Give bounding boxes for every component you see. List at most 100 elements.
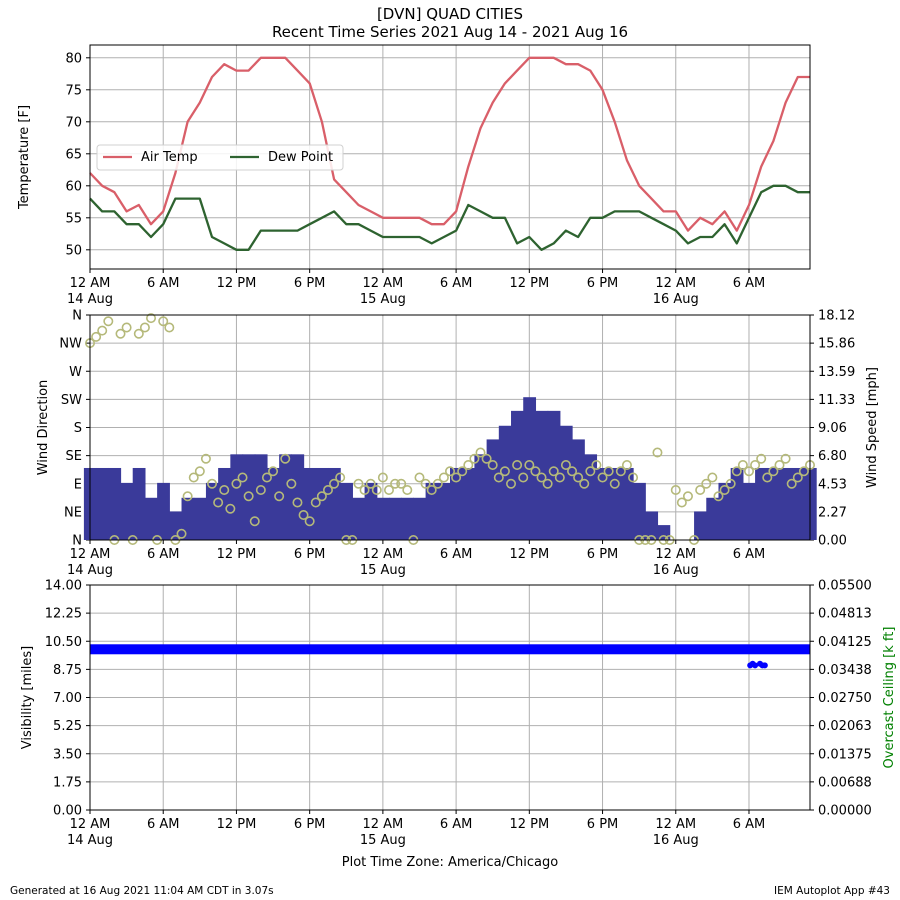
temp-x-date-label: 16 Aug — [653, 292, 699, 307]
wind-direction-point — [701, 478, 712, 489]
wind-direction-point — [444, 466, 455, 477]
ceiling-tick-label: 0.00000 — [818, 804, 872, 819]
temp-frame — [89, 44, 811, 270]
wind-direction-point — [743, 466, 754, 477]
wind-speed-tick-label: 4.53 — [818, 477, 847, 492]
vis-x-date-label: 15 Aug — [360, 833, 406, 848]
wind-direction-point — [750, 459, 761, 470]
wind-direction-point — [292, 497, 303, 508]
wind-direction-point — [322, 484, 333, 495]
vis-y-tick-label: 3.50 — [53, 747, 82, 762]
ceiling-tick-label: 0.02750 — [818, 691, 872, 706]
wind-direction-point — [597, 472, 608, 483]
wind-direction-point — [481, 453, 492, 464]
wind-direction-point — [682, 491, 693, 502]
wind-speed-bar — [157, 482, 170, 540]
wind-direction-point — [451, 472, 462, 483]
wind-direction-point — [786, 478, 797, 489]
wind-direction-point — [377, 472, 388, 483]
wind-direction-point — [97, 325, 108, 336]
wind-direction-point — [219, 484, 230, 495]
wind-direction-point — [774, 459, 785, 470]
temp-x-tick-label: 6 PM — [294, 276, 325, 291]
wind-direction-point — [536, 472, 547, 483]
chart-title-line1: [DVN] QUAD CITIES — [377, 5, 523, 23]
wind-direction-point — [353, 478, 364, 489]
wind-direction-point — [457, 466, 468, 477]
wind-direction-axis-title: Wind Direction — [36, 380, 51, 476]
ceiling-tick-label: 0.02063 — [818, 719, 872, 734]
wind-direction-point — [512, 459, 523, 470]
ceiling-tick-label: 0.00688 — [818, 775, 872, 790]
wind-x-tick-label: 12 AM — [362, 547, 403, 562]
wind-speed-bar — [474, 454, 488, 540]
wind-x-tick-label: 6 AM — [440, 547, 473, 562]
wind-direction-point — [237, 472, 248, 483]
wind-direction-point — [524, 459, 535, 470]
vis-y-tick-label: 5.25 — [53, 719, 82, 734]
wind-x-tick-label: 6 PM — [294, 547, 325, 562]
wind-direction-tick-label: NW — [59, 337, 82, 352]
footer-generated-text: Generated at 16 Aug 2021 11:04 AM CDT in… — [10, 885, 274, 897]
wind-direction-point — [719, 484, 730, 495]
vis-y-tick-label: 14.00 — [45, 579, 82, 594]
wind-direction-point — [725, 478, 736, 489]
wind-direction-point — [255, 484, 266, 495]
wind-direction-point — [463, 459, 474, 470]
wind-speed-bar — [437, 482, 451, 540]
wind-direction-point — [213, 497, 224, 508]
wind-direction-point — [548, 466, 559, 477]
wind-direction-point — [676, 497, 687, 508]
wind-direction-point — [310, 497, 321, 508]
ceiling-axis-title: Overcast Ceiling [k ft] — [882, 627, 897, 769]
wind-direction-point — [402, 484, 413, 495]
wind-speed-bar — [279, 454, 292, 540]
wind-speed-bar — [596, 467, 610, 540]
wind-direction-point — [573, 472, 584, 483]
wind-direction-point — [628, 472, 639, 483]
temp-y-tick-label: 65 — [65, 147, 82, 162]
vis-y-tick-label: 8.75 — [53, 663, 82, 678]
wind-x-date-label: 14 Aug — [67, 563, 113, 578]
wind-speed-tick-label: 13.59 — [818, 365, 855, 380]
wind-speed-tick-label: 9.06 — [818, 421, 847, 436]
wind-direction-point — [383, 484, 394, 495]
temp-y-tick-label: 70 — [65, 115, 82, 130]
wind-speed-bar — [755, 467, 768, 540]
wind-direction-point — [438, 472, 449, 483]
wind-direction-point — [390, 478, 401, 489]
temp-y-tick-label: 75 — [65, 83, 82, 98]
wind-speed-bar — [706, 497, 720, 540]
wind-direction-point — [560, 459, 571, 470]
visibility-point — [754, 644, 761, 651]
wind-frame — [89, 314, 811, 541]
wind-speed-bar — [340, 482, 353, 540]
wind-direction-point — [554, 472, 565, 483]
wind-direction-point — [585, 466, 596, 477]
wind-direction-point — [268, 466, 279, 477]
ceiling-tick-label: 0.01375 — [818, 747, 872, 762]
wind-speed-tick-label: 2.27 — [818, 505, 847, 520]
wind-direction-tick-label: SW — [61, 393, 82, 408]
wind-x-tick-label: 12 PM — [217, 547, 257, 562]
wind-speed-bar — [205, 482, 219, 540]
wind-speed-bar — [266, 467, 280, 540]
wind-speed-bar — [645, 511, 659, 540]
wind-direction-point — [335, 472, 346, 483]
wind-speed-bar — [633, 482, 646, 540]
wind-direction-point — [542, 478, 553, 489]
wind-speed-bar — [401, 497, 414, 540]
wind-x-tick-label: 12 PM — [509, 547, 549, 562]
vis-y-tick-label: 12.25 — [45, 607, 82, 622]
temp-y-tick-label: 80 — [65, 51, 82, 66]
wind-speed-bar — [181, 497, 195, 540]
wind-direction-point — [615, 466, 626, 477]
wind-direction-tick-label: NE — [64, 505, 82, 520]
wind-speed-bar — [511, 410, 524, 540]
chart-title-line2: Recent Time Series 2021 Aug 14 - 2021 Au… — [272, 23, 628, 41]
wind-x-tick-label: 6 PM — [587, 547, 618, 562]
temp-legend: Air Temp Dew Point — [96, 144, 344, 171]
wind-direction-point — [762, 472, 773, 483]
temp-x-date-label: 15 Aug — [360, 292, 406, 307]
vis-x-tick-label: 6 PM — [587, 817, 618, 832]
